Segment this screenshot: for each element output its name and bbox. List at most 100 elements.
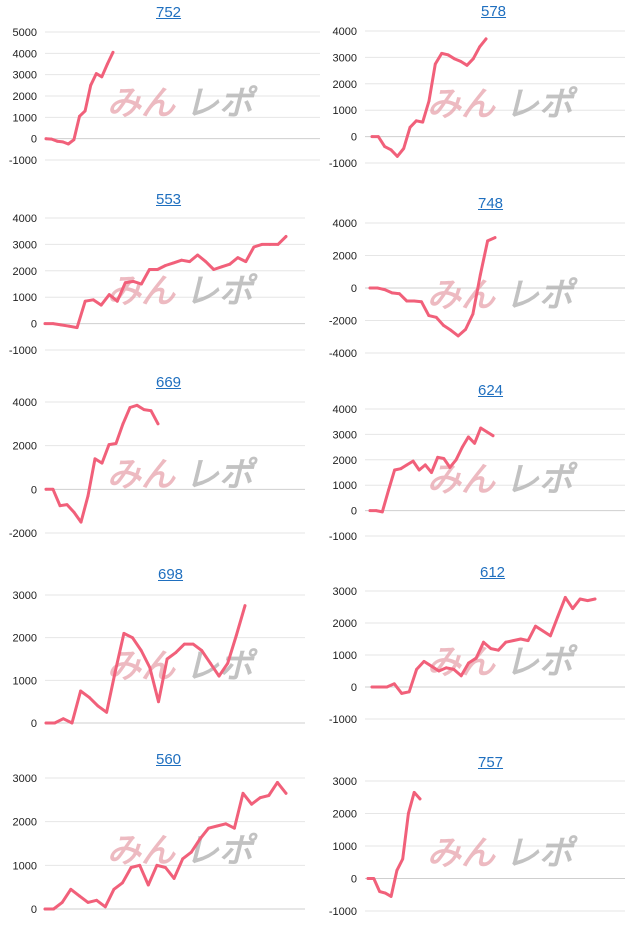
chart-panel-578: 578 4000 3000 2000 1000 0 -1000 みん レポ	[320, 0, 640, 185]
data-point	[181, 857, 185, 861]
data-point	[83, 299, 87, 303]
data-point	[491, 434, 495, 438]
data-point	[196, 253, 200, 257]
data-point	[96, 704, 100, 708]
data-point	[107, 293, 111, 296]
data-point	[511, 639, 515, 642]
chart-title-link[interactable]: 624	[478, 382, 504, 399]
chart-panel-752: 752 5000 4000 3000 2000 1000 0 -1000 みん レポ	[0, 0, 320, 185]
y-tick-label: 4000	[333, 218, 357, 230]
data-point	[67, 324, 71, 328]
data-point	[417, 468, 421, 472]
data-point	[374, 509, 378, 512]
data-point	[99, 303, 103, 307]
data-point	[44, 487, 48, 491]
chart-title-link[interactable]: 669	[156, 374, 182, 391]
y-tick-label: 2000	[13, 817, 37, 829]
data-point	[228, 262, 232, 266]
data-point	[114, 442, 118, 445]
data-point	[43, 907, 47, 911]
data-point	[383, 288, 387, 291]
data-point	[497, 648, 500, 652]
data-point	[59, 323, 63, 327]
data-point	[188, 260, 192, 263]
chart-title-link[interactable]: 752	[156, 4, 182, 21]
data-point	[233, 826, 236, 830]
data-point	[94, 72, 98, 75]
watermark-logo-right: レポ	[185, 646, 258, 686]
data-point	[123, 281, 127, 285]
data-point	[217, 674, 221, 678]
series-line	[44, 604, 247, 725]
data-point	[236, 256, 240, 259]
data-point	[571, 607, 575, 610]
data-point	[260, 243, 264, 246]
data-point	[446, 53, 450, 57]
data-point	[485, 430, 489, 434]
data-point	[128, 406, 132, 409]
data-point	[276, 781, 279, 784]
chart-title-link[interactable]: 560	[156, 751, 182, 768]
data-point	[526, 639, 530, 642]
data-point	[69, 887, 73, 891]
data-point	[541, 629, 545, 633]
chart-panel-560: 560 3000 2000 1000 0 みん レポ	[0, 740, 320, 925]
data-point	[459, 674, 463, 678]
data-point	[156, 268, 159, 271]
line-chart: 4000 3000 2000 1000 0 -1000 みん レポ	[329, 26, 625, 170]
y-tick-label: 0	[31, 718, 37, 730]
data-point	[395, 155, 399, 158]
data-point	[383, 145, 387, 149]
y-tick-label: 1000	[13, 675, 37, 687]
y-tick-label: 3000	[13, 590, 37, 602]
data-point	[467, 435, 470, 439]
y-tick-label: 0	[31, 484, 37, 496]
watermark-logo-left: みん	[107, 83, 176, 123]
y-tick-label: 3000	[13, 70, 37, 82]
data-point	[51, 322, 55, 325]
y-tick-label: 4000	[13, 397, 37, 409]
y-tick-label: 2000	[13, 633, 37, 645]
data-point	[226, 661, 230, 665]
chart-title-link[interactable]: 553	[156, 191, 182, 208]
data-point	[436, 455, 440, 459]
watermark-logo-right: レポ	[505, 85, 578, 125]
chart-title-link[interactable]: 698	[158, 566, 184, 583]
data-point	[387, 488, 390, 492]
data-point	[112, 887, 116, 891]
chart-title-link[interactable]: 748	[478, 195, 504, 212]
data-point	[372, 877, 376, 880]
y-tick-label: -1000	[329, 158, 357, 170]
y-tick-label: 1000	[13, 860, 37, 872]
data-point	[412, 791, 416, 794]
chart-title-link[interactable]: 612	[480, 564, 506, 581]
data-point	[164, 866, 167, 869]
data-point	[459, 60, 463, 63]
chart-title-link[interactable]: 578	[481, 3, 507, 20]
data-point	[423, 463, 427, 467]
y-tick-label: 2000	[333, 251, 357, 263]
y-tick-label: 4000	[333, 404, 357, 416]
data-point	[78, 114, 81, 118]
data-point	[368, 509, 372, 512]
data-point	[83, 109, 87, 113]
data-point	[405, 463, 409, 467]
line-chart: 5000 4000 3000 2000 1000 0 -1000 みん レポ	[9, 27, 320, 167]
data-point	[252, 245, 256, 249]
data-point	[155, 863, 159, 867]
data-point	[471, 312, 475, 316]
data-point	[204, 260, 208, 263]
data-point	[412, 299, 416, 303]
chart-panel-669: 669 4000 2000 0 -2000 みん レポ	[0, 370, 320, 555]
data-point	[103, 905, 107, 909]
data-point	[91, 298, 95, 302]
chart-title-link[interactable]: 757	[478, 754, 504, 771]
data-point	[86, 494, 90, 498]
y-tick-label: 4000	[333, 26, 357, 38]
data-point	[486, 239, 489, 243]
data-point	[390, 291, 394, 295]
data-point	[393, 468, 396, 472]
data-point	[383, 891, 387, 895]
data-point	[79, 520, 83, 524]
